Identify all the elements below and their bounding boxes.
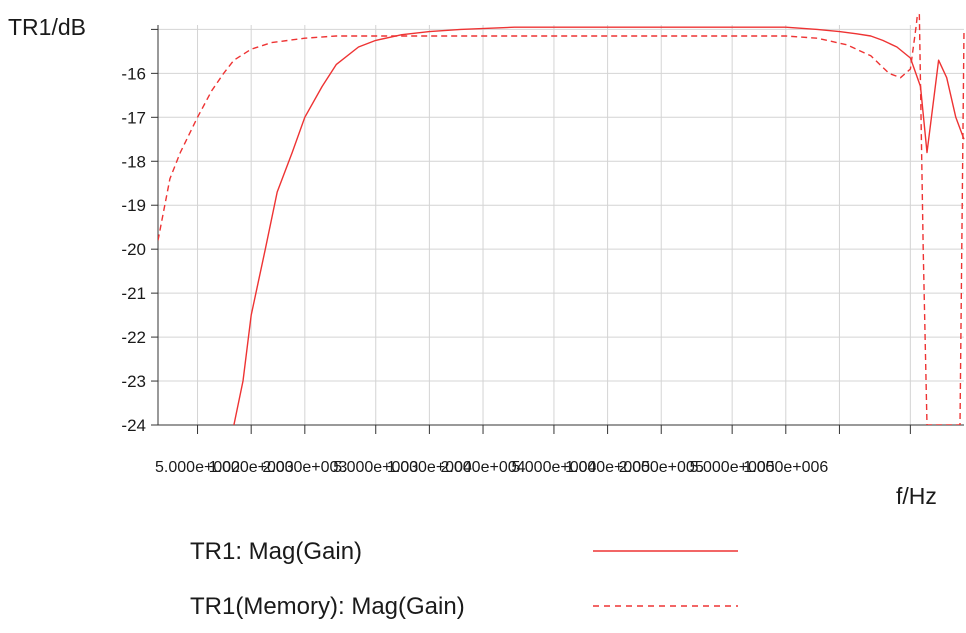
x-axis-label: f/Hz: [896, 483, 937, 509]
series-layer: [158, 13, 965, 425]
legend-label-memory-gain: TR1(Memory): Mag(Gain): [190, 593, 465, 620]
series-line-memory-gain: [158, 13, 965, 425]
x-tick-label: 5.000e+002: [155, 459, 240, 476]
y-tick-label: -17: [121, 108, 146, 127]
x-tick-label: 2.000e+004: [441, 459, 526, 476]
x-tick-label: 5.000e+005: [690, 459, 775, 476]
y-tick-label: -19: [121, 196, 146, 215]
grid: [158, 25, 964, 426]
y-tick-label: -24: [121, 416, 146, 435]
x-tick-label: 5.000e+003: [333, 459, 418, 476]
x-tick-label: 2.000e+003: [262, 459, 347, 476]
x-tick-label: 1.000e+004: [387, 459, 472, 476]
x-tick-label: 1.000e+003: [209, 459, 294, 476]
y-tick-label: -22: [121, 328, 146, 347]
y-tick-label: -23: [121, 372, 146, 391]
y-tick-label: -21: [121, 284, 146, 303]
legend: TR1: Mag(Gain) TR1(Memory): Mag(Gain): [190, 538, 738, 620]
x-tick-label: 1.000e+006: [743, 459, 828, 476]
y-axis-label: TR1/dB: [8, 14, 86, 40]
y-tick-label: -20: [121, 240, 146, 259]
x-tick-label: 5.000e+004: [511, 459, 596, 476]
labels: -24-23-22-21-20-19-18-17-165.000e+0021.0…: [121, 64, 828, 476]
axes: [151, 25, 964, 434]
series-line-gain: [233, 26, 965, 425]
y-tick-label: -16: [121, 64, 146, 83]
x-tick-label: 2.000e+005: [619, 459, 704, 476]
y-tick-label: -18: [121, 152, 146, 171]
legend-label-gain: TR1: Mag(Gain): [190, 538, 362, 565]
x-tick-label: 1.000e+005: [565, 459, 650, 476]
